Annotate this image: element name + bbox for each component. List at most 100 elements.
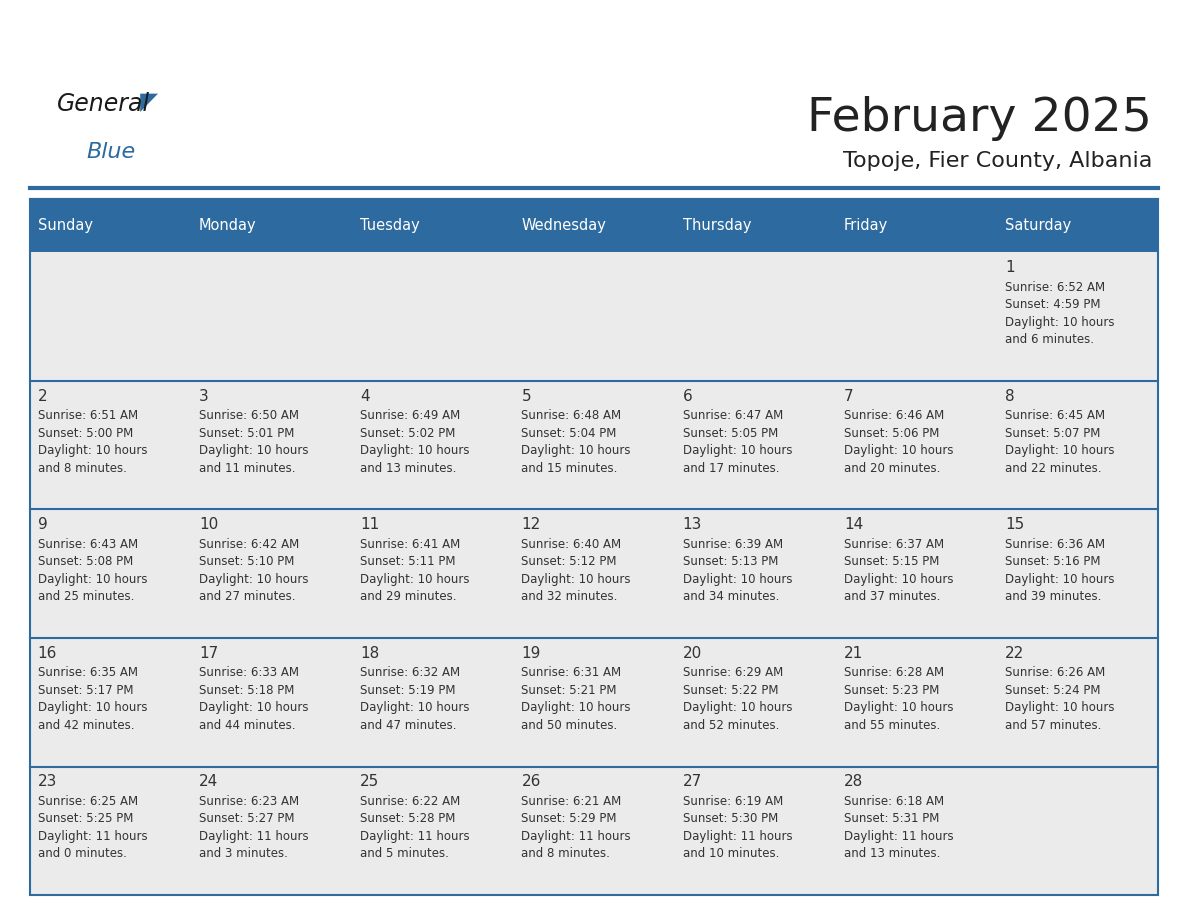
Bar bbox=[836, 509, 997, 638]
Bar bbox=[352, 509, 513, 638]
Text: 23: 23 bbox=[38, 774, 57, 789]
Bar bbox=[352, 252, 513, 381]
Text: Wednesday: Wednesday bbox=[522, 218, 606, 233]
Bar bbox=[513, 638, 675, 767]
Text: 24: 24 bbox=[200, 774, 219, 789]
Bar bbox=[675, 767, 836, 895]
Text: Sunrise: 6:47 AM
Sunset: 5:05 PM
Daylight: 10 hours
and 17 minutes.: Sunrise: 6:47 AM Sunset: 5:05 PM Dayligh… bbox=[683, 409, 792, 475]
Text: Sunrise: 6:35 AM
Sunset: 5:17 PM
Daylight: 10 hours
and 42 minutes.: Sunrise: 6:35 AM Sunset: 5:17 PM Dayligh… bbox=[38, 666, 147, 732]
Bar bbox=[30, 252, 191, 381]
Text: Sunrise: 6:39 AM
Sunset: 5:13 PM
Daylight: 10 hours
and 34 minutes.: Sunrise: 6:39 AM Sunset: 5:13 PM Dayligh… bbox=[683, 538, 792, 603]
Text: 3: 3 bbox=[200, 388, 209, 404]
Text: 28: 28 bbox=[843, 774, 864, 789]
Text: Sunrise: 6:40 AM
Sunset: 5:12 PM
Daylight: 10 hours
and 32 minutes.: Sunrise: 6:40 AM Sunset: 5:12 PM Dayligh… bbox=[522, 538, 631, 603]
Bar bbox=[675, 381, 836, 509]
Bar bbox=[30, 509, 191, 638]
Bar bbox=[675, 509, 836, 638]
Text: Sunrise: 6:18 AM
Sunset: 5:31 PM
Daylight: 11 hours
and 13 minutes.: Sunrise: 6:18 AM Sunset: 5:31 PM Dayligh… bbox=[843, 795, 954, 860]
Text: Sunrise: 6:42 AM
Sunset: 5:10 PM
Daylight: 10 hours
and 27 minutes.: Sunrise: 6:42 AM Sunset: 5:10 PM Dayligh… bbox=[200, 538, 309, 603]
Bar bbox=[997, 509, 1158, 638]
Text: Monday: Monday bbox=[200, 218, 257, 233]
Bar bbox=[513, 767, 675, 895]
Text: 25: 25 bbox=[360, 774, 379, 789]
Bar bbox=[191, 638, 352, 767]
Text: Sunrise: 6:19 AM
Sunset: 5:30 PM
Daylight: 11 hours
and 10 minutes.: Sunrise: 6:19 AM Sunset: 5:30 PM Dayligh… bbox=[683, 795, 792, 860]
Text: Sunrise: 6:23 AM
Sunset: 5:27 PM
Daylight: 11 hours
and 3 minutes.: Sunrise: 6:23 AM Sunset: 5:27 PM Dayligh… bbox=[200, 795, 309, 860]
Bar bbox=[997, 381, 1158, 509]
Bar bbox=[30, 767, 191, 895]
Text: 17: 17 bbox=[200, 645, 219, 661]
Text: Sunrise: 6:26 AM
Sunset: 5:24 PM
Daylight: 10 hours
and 57 minutes.: Sunrise: 6:26 AM Sunset: 5:24 PM Dayligh… bbox=[1005, 666, 1114, 732]
Text: Sunday: Sunday bbox=[38, 218, 93, 233]
Bar bbox=[352, 381, 513, 509]
Text: 21: 21 bbox=[843, 645, 864, 661]
Text: Sunrise: 6:50 AM
Sunset: 5:01 PM
Daylight: 10 hours
and 11 minutes.: Sunrise: 6:50 AM Sunset: 5:01 PM Dayligh… bbox=[200, 409, 309, 475]
Bar bbox=[352, 767, 513, 895]
Bar bbox=[836, 638, 997, 767]
Text: 2: 2 bbox=[38, 388, 48, 404]
Polygon shape bbox=[140, 94, 158, 112]
Bar bbox=[191, 252, 352, 381]
Text: Sunrise: 6:37 AM
Sunset: 5:15 PM
Daylight: 10 hours
and 37 minutes.: Sunrise: 6:37 AM Sunset: 5:15 PM Dayligh… bbox=[843, 538, 954, 603]
Text: 10: 10 bbox=[200, 517, 219, 532]
Bar bbox=[191, 381, 352, 509]
Bar bbox=[191, 509, 352, 638]
Text: 15: 15 bbox=[1005, 517, 1024, 532]
Bar bbox=[997, 767, 1158, 895]
Text: Sunrise: 6:29 AM
Sunset: 5:22 PM
Daylight: 10 hours
and 52 minutes.: Sunrise: 6:29 AM Sunset: 5:22 PM Dayligh… bbox=[683, 666, 792, 732]
Text: Sunrise: 6:41 AM
Sunset: 5:11 PM
Daylight: 10 hours
and 29 minutes.: Sunrise: 6:41 AM Sunset: 5:11 PM Dayligh… bbox=[360, 538, 469, 603]
Bar bbox=[836, 381, 997, 509]
Text: 7: 7 bbox=[843, 388, 853, 404]
Text: Sunrise: 6:36 AM
Sunset: 5:16 PM
Daylight: 10 hours
and 39 minutes.: Sunrise: 6:36 AM Sunset: 5:16 PM Dayligh… bbox=[1005, 538, 1114, 603]
Text: Sunrise: 6:25 AM
Sunset: 5:25 PM
Daylight: 11 hours
and 0 minutes.: Sunrise: 6:25 AM Sunset: 5:25 PM Dayligh… bbox=[38, 795, 147, 860]
Bar bbox=[513, 252, 675, 381]
Text: February 2025: February 2025 bbox=[808, 96, 1152, 141]
Text: 11: 11 bbox=[360, 517, 379, 532]
Text: 1: 1 bbox=[1005, 260, 1015, 275]
Text: Sunrise: 6:52 AM
Sunset: 4:59 PM
Daylight: 10 hours
and 6 minutes.: Sunrise: 6:52 AM Sunset: 4:59 PM Dayligh… bbox=[1005, 281, 1114, 346]
Bar bbox=[997, 638, 1158, 767]
Text: Sunrise: 6:31 AM
Sunset: 5:21 PM
Daylight: 10 hours
and 50 minutes.: Sunrise: 6:31 AM Sunset: 5:21 PM Dayligh… bbox=[522, 666, 631, 732]
Text: Sunrise: 6:33 AM
Sunset: 5:18 PM
Daylight: 10 hours
and 44 minutes.: Sunrise: 6:33 AM Sunset: 5:18 PM Dayligh… bbox=[200, 666, 309, 732]
Bar bbox=[352, 638, 513, 767]
Text: Tuesday: Tuesday bbox=[360, 218, 421, 233]
Text: Sunrise: 6:28 AM
Sunset: 5:23 PM
Daylight: 10 hours
and 55 minutes.: Sunrise: 6:28 AM Sunset: 5:23 PM Dayligh… bbox=[843, 666, 954, 732]
Bar bbox=[30, 638, 191, 767]
Text: 13: 13 bbox=[683, 517, 702, 532]
Text: Sunrise: 6:45 AM
Sunset: 5:07 PM
Daylight: 10 hours
and 22 minutes.: Sunrise: 6:45 AM Sunset: 5:07 PM Dayligh… bbox=[1005, 409, 1114, 475]
Text: 5: 5 bbox=[522, 388, 531, 404]
Text: 12: 12 bbox=[522, 517, 541, 532]
Text: 4: 4 bbox=[360, 388, 369, 404]
Text: Sunrise: 6:49 AM
Sunset: 5:02 PM
Daylight: 10 hours
and 13 minutes.: Sunrise: 6:49 AM Sunset: 5:02 PM Dayligh… bbox=[360, 409, 469, 475]
Text: 20: 20 bbox=[683, 645, 702, 661]
Text: 16: 16 bbox=[38, 645, 57, 661]
Text: 9: 9 bbox=[38, 517, 48, 532]
Text: Sunrise: 6:32 AM
Sunset: 5:19 PM
Daylight: 10 hours
and 47 minutes.: Sunrise: 6:32 AM Sunset: 5:19 PM Dayligh… bbox=[360, 666, 469, 732]
Bar bbox=[30, 381, 191, 509]
Text: 8: 8 bbox=[1005, 388, 1015, 404]
Text: Thursday: Thursday bbox=[683, 218, 751, 233]
Bar bbox=[513, 509, 675, 638]
Text: 6: 6 bbox=[683, 388, 693, 404]
Text: Friday: Friday bbox=[843, 218, 889, 233]
Text: 27: 27 bbox=[683, 774, 702, 789]
Bar bbox=[997, 252, 1158, 381]
Bar bbox=[836, 252, 997, 381]
Bar bbox=[675, 638, 836, 767]
Text: Sunrise: 6:46 AM
Sunset: 5:06 PM
Daylight: 10 hours
and 20 minutes.: Sunrise: 6:46 AM Sunset: 5:06 PM Dayligh… bbox=[843, 409, 954, 475]
Bar bbox=[30, 199, 1158, 252]
Text: 14: 14 bbox=[843, 517, 864, 532]
Text: 22: 22 bbox=[1005, 645, 1024, 661]
Text: Sunrise: 6:22 AM
Sunset: 5:28 PM
Daylight: 11 hours
and 5 minutes.: Sunrise: 6:22 AM Sunset: 5:28 PM Dayligh… bbox=[360, 795, 469, 860]
Text: Sunrise: 6:48 AM
Sunset: 5:04 PM
Daylight: 10 hours
and 15 minutes.: Sunrise: 6:48 AM Sunset: 5:04 PM Dayligh… bbox=[522, 409, 631, 475]
Bar bbox=[191, 767, 352, 895]
Text: General: General bbox=[57, 92, 150, 116]
Text: Blue: Blue bbox=[87, 142, 135, 162]
Bar bbox=[675, 252, 836, 381]
Text: 19: 19 bbox=[522, 645, 541, 661]
Bar bbox=[513, 381, 675, 509]
Text: Topoje, Fier County, Albania: Topoje, Fier County, Albania bbox=[843, 151, 1152, 172]
Bar bbox=[30, 199, 1158, 895]
Text: 18: 18 bbox=[360, 645, 379, 661]
Text: Sunrise: 6:51 AM
Sunset: 5:00 PM
Daylight: 10 hours
and 8 minutes.: Sunrise: 6:51 AM Sunset: 5:00 PM Dayligh… bbox=[38, 409, 147, 475]
